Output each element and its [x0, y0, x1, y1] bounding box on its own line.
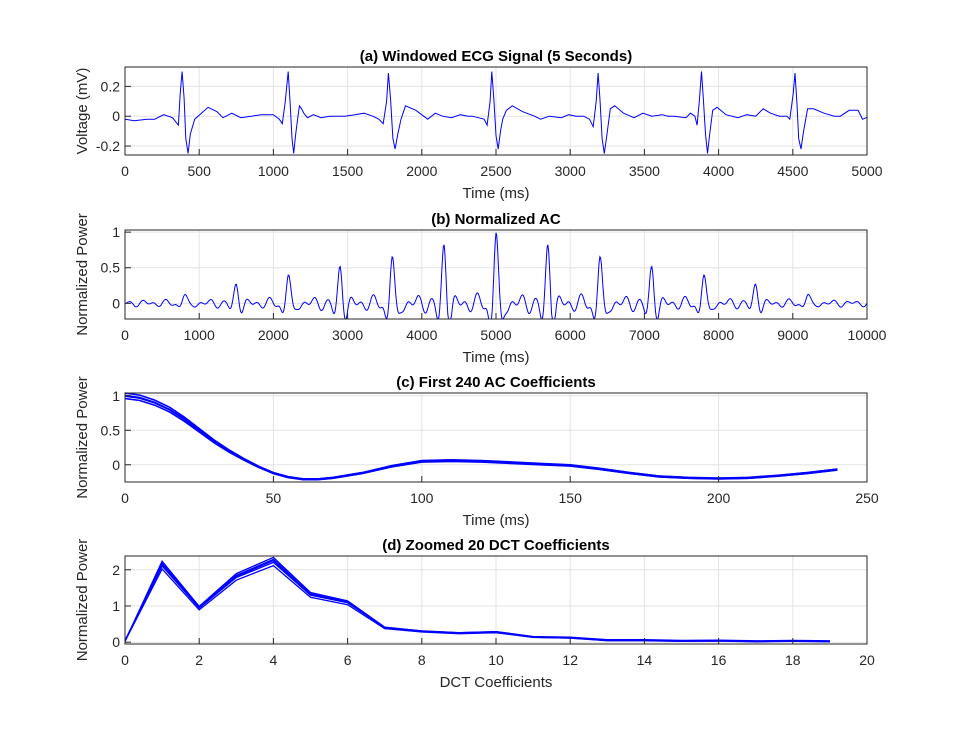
x-tick-label: 16 — [711, 652, 727, 668]
panel-b-grid — [124, 230, 868, 319]
y-tick-label: 0 — [112, 295, 120, 311]
x-tick-label: 0 — [121, 327, 129, 343]
panel-a: 0 500 1000 1500 2000 2500 3000 3500 4000 4500 5000… — [74, 48, 883, 202]
x-tick-label: 50 — [266, 490, 282, 506]
x-tick-label: 8 — [418, 652, 426, 668]
x-tick-label: 3500 — [629, 163, 660, 179]
x-tick-label: 18 — [785, 652, 801, 668]
panel-d-xlabel: DCT Coefficients — [440, 674, 553, 691]
x-tick-label: 3000 — [332, 327, 363, 343]
x-tick-label: 9000 — [777, 327, 808, 343]
panel-d-ylabel: Normalized Power — [74, 539, 91, 662]
x-tick-label: 4000 — [703, 163, 734, 179]
y-tick-label: 1 — [112, 388, 120, 404]
x-tick-label: 100 — [410, 490, 434, 506]
x-tick-label: 6 — [344, 652, 352, 668]
y-tick-label: 0.2 — [101, 78, 121, 94]
x-tick-label: 150 — [559, 490, 583, 506]
x-tick-label: 10 — [488, 652, 504, 668]
x-tick-label: 0 — [121, 652, 129, 668]
panel-c-ylabel: Normalized Power — [74, 376, 91, 499]
panel-a-ecg-line — [124, 71, 867, 154]
coefficient-trace-2 — [124, 397, 838, 481]
panel-b-title: (b) Normalized AC — [431, 211, 561, 228]
coefficient-trace-5 — [124, 394, 838, 481]
x-tick-label: 0 — [121, 490, 129, 506]
panel-b-xlabel: Time (ms) — [463, 349, 530, 366]
y-tick-label: 1 — [112, 598, 120, 614]
x-tick-label: 12 — [562, 652, 578, 668]
x-tick-label: 1000 — [258, 163, 289, 179]
x-tick-label: 4 — [270, 652, 278, 668]
x-tick-label: 1500 — [332, 163, 363, 179]
panel-a-xlabel: Time (ms) — [463, 185, 530, 202]
y-tick-label: 0 — [112, 634, 120, 650]
coefficient-trace-1 — [124, 559, 830, 643]
x-tick-label: 4500 — [777, 163, 808, 179]
x-tick-label: 2000 — [406, 163, 437, 179]
panel-c-title: (c) First 240 AC Coefficients — [396, 374, 596, 391]
x-tick-label: 7000 — [629, 327, 660, 343]
panel-c-ticks: 0 50 100 150 200 250 0 0.5 1 — [101, 388, 879, 506]
x-tick-label: 1000 — [184, 327, 215, 343]
coefficient-trace-3 — [124, 392, 838, 480]
x-tick-label: 500 — [188, 163, 212, 179]
panel-b-ac-line — [124, 232, 868, 320]
panel-a-grid — [124, 67, 868, 155]
panel-a-ylabel: Voltage (mV) — [74, 68, 91, 155]
panel-c-axes-frame — [124, 392, 868, 483]
y-tick-label: 0.5 — [101, 260, 121, 276]
x-tick-label: 2000 — [258, 327, 289, 343]
panel-c: 0 50 100 150 200 250 0 0.5 1 (c) First 240 AC Co… — [74, 374, 879, 529]
x-tick-label: 20 — [859, 652, 875, 668]
y-tick-label: 2 — [112, 562, 120, 578]
x-tick-label: 2500 — [480, 163, 511, 179]
coefficient-trace-1 — [124, 395, 838, 480]
panel-b-ylabel: Normalized Power — [74, 213, 91, 336]
x-tick-label: 5000 — [480, 327, 511, 343]
x-tick-label: 2 — [195, 652, 203, 668]
panel-a-title: (a) Windowed ECG Signal (5 Seconds) — [360, 48, 632, 65]
x-tick-label: 3000 — [555, 163, 586, 179]
y-tick-label: 0 — [112, 457, 120, 473]
coefficient-trace-5 — [124, 558, 830, 643]
x-tick-label: 10000 — [848, 327, 887, 343]
x-tick-label: 200 — [707, 490, 731, 506]
panel-a-ticks: 0 500 1000 1500 2000 2500 3000 3500 4000 4500 5000… — [96, 78, 883, 179]
panel-d-grid — [124, 556, 868, 644]
y-tick-label: -0.2 — [96, 138, 120, 154]
panel-b-ticks: 0 1000 2000 3000 4000 5000 6000 7000 8000 9000 100… — [101, 224, 887, 343]
panel-d-dct-coefficient-lines — [124, 556, 830, 643]
y-tick-label: 1 — [112, 224, 120, 240]
x-tick-label: 14 — [637, 652, 653, 668]
x-tick-label: 6000 — [555, 327, 586, 343]
y-tick-label: 0 — [112, 108, 120, 124]
panel-c-xlabel: Time (ms) — [463, 512, 530, 529]
coefficient-trace-2 — [124, 564, 830, 643]
x-tick-label: 5000 — [851, 163, 882, 179]
panel-b: 0 1000 2000 3000 4000 5000 6000 7000 8000 9000 100… — [74, 211, 887, 366]
y-tick-label: 0.5 — [101, 422, 121, 438]
panel-d-title: (d) Zoomed 20 DCT Coefficients — [382, 537, 610, 554]
panel-c-ac-coefficient-lines — [124, 392, 838, 481]
x-tick-label: 0 — [121, 163, 129, 179]
coefficient-trace-4 — [124, 395, 838, 480]
x-tick-label: 4000 — [406, 327, 437, 343]
coefficient-trace-4 — [124, 561, 830, 642]
x-tick-label: 250 — [855, 490, 879, 506]
x-tick-label: 8000 — [703, 327, 734, 343]
panel-c-grid — [124, 393, 868, 482]
